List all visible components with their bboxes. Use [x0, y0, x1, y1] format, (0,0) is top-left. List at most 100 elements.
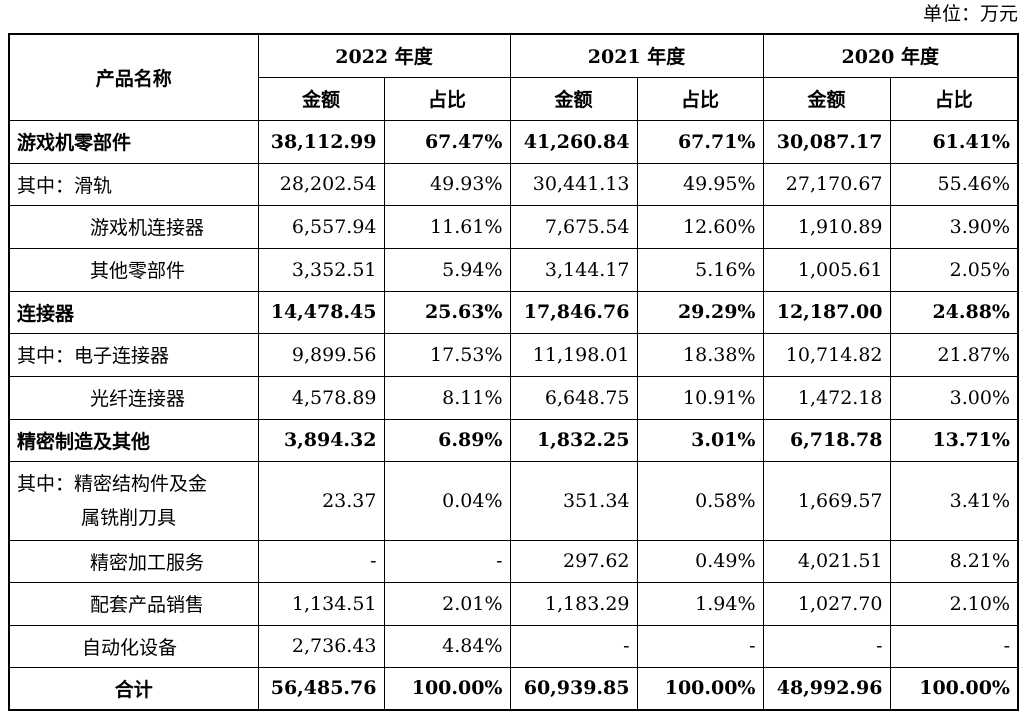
- cell-amount-2020: 1,910.89: [762, 204, 891, 249]
- cell-amount-2020: 1,027.70: [762, 581, 891, 626]
- cell-amount-2022: 4,578.89: [257, 375, 385, 420]
- cell-amount-2021: 41,260.84: [509, 119, 638, 164]
- header-product-name: 产品名称: [8, 33, 259, 121]
- cell-amount-2022: 3,352.51: [257, 247, 385, 292]
- cell-amount-2020: 30,087.17: [762, 119, 891, 164]
- table-row: 精密制造及其他 3,894.32 6.89% 1,832.25 3.01% 6,…: [8, 418, 1019, 462]
- row-label: 配套产品销售: [8, 581, 259, 626]
- cell-ratio-2020: 3.00%: [889, 375, 1019, 420]
- row-label: 精密制造及其他: [8, 418, 259, 462]
- cell-amount-2022: 6,557.94: [257, 204, 385, 249]
- cell-amount-2021: 297.62: [509, 539, 638, 583]
- cell-amount-2021: 60,939.85: [509, 666, 638, 711]
- cell-amount-2020: 6,718.78: [762, 418, 891, 462]
- cell-ratio-2022: 2.01%: [383, 581, 511, 626]
- header-ratio: 占比: [889, 76, 1019, 121]
- cell-ratio-2022: 0.04%: [383, 460, 511, 541]
- cell-amount-2020: 1,005.61: [762, 247, 891, 292]
- row-label-line2: 属铣削刀具: [81, 506, 177, 529]
- cell-ratio-2022: 11.61%: [383, 204, 511, 249]
- cell-ratio-2021: 10.91%: [636, 375, 764, 420]
- table-row: 游戏机零部件 38,112.99 67.47% 41,260.84 67.71%…: [8, 119, 1019, 164]
- cell-ratio-2021: 100.00%: [636, 666, 764, 711]
- total-label: 合计: [8, 666, 259, 711]
- table-row: 其中：精密结构件及金 属铣削刀具 23.37 0.04% 351.34 0.58…: [8, 460, 1019, 541]
- cell-amount-2020: 10,714.82: [762, 332, 891, 377]
- cell-ratio-2020: 13.71%: [889, 418, 1019, 462]
- cell-ratio-2022: 8.11%: [383, 375, 511, 420]
- cell-ratio-2020: 61.41%: [889, 119, 1019, 164]
- cell-ratio-2020: 100.00%: [889, 666, 1019, 711]
- table-row: 配套产品销售 1,134.51 2.01% 1,183.29 1.94% 1,0…: [8, 581, 1019, 626]
- cell-amount-2022: 9,899.56: [257, 332, 385, 377]
- cell-amount-2022: 1,134.51: [257, 581, 385, 626]
- cell-amount-2021: -: [509, 624, 638, 668]
- cell-amount-2022: 14,478.45: [257, 290, 385, 334]
- cell-amount-2022: 38,112.99: [257, 119, 385, 164]
- cell-amount-2021: 1,183.29: [509, 581, 638, 626]
- cell-amount-2020: 12,187.00: [762, 290, 891, 334]
- row-label: 其中：精密结构件及金 属铣削刀具: [8, 460, 259, 541]
- table-row: 其他零部件 3,352.51 5.94% 3,144.17 5.16% 1,00…: [8, 247, 1019, 292]
- cell-ratio-2020: 21.87%: [889, 332, 1019, 377]
- cell-amount-2021: 17,846.76: [509, 290, 638, 334]
- cell-ratio-2022: -: [383, 539, 511, 583]
- row-label: 光纤连接器: [8, 375, 259, 420]
- header-year-2021: 2021 年度: [509, 33, 764, 78]
- cell-amount-2022: 3,894.32: [257, 418, 385, 462]
- cell-ratio-2020: 2.05%: [889, 247, 1019, 292]
- cell-amount-2021: 351.34: [509, 460, 638, 541]
- header-row-years: 产品名称 2022 年度 2021 年度 2020 年度: [8, 33, 1019, 121]
- cell-ratio-2021: 3.01%: [636, 418, 764, 462]
- cell-ratio-2022: 17.53%: [383, 332, 511, 377]
- cell-ratio-2022: 67.47%: [383, 119, 511, 164]
- row-label: 其中：滑轨: [8, 162, 259, 206]
- header-amount: 金额: [509, 76, 638, 121]
- header-row-columns: 金额 占比 金额 占比 金额 占比: [9, 76, 1019, 121]
- table-row: 其中：滑轨 28,202.54 49.93% 30,441.13 49.95% …: [8, 162, 1019, 206]
- row-label: 游戏机零部件: [8, 119, 259, 164]
- cell-ratio-2021: 0.49%: [636, 539, 764, 583]
- cell-amount-2022: 23.37: [257, 460, 385, 541]
- cell-ratio-2022: 49.93%: [383, 162, 511, 206]
- row-label-line1: 其中：精密结构件及金: [17, 472, 208, 495]
- table-row: 游戏机连接器 6,557.94 11.61% 7,675.54 12.60% 1…: [8, 204, 1019, 249]
- cell-ratio-2020: 3.90%: [889, 204, 1019, 249]
- cell-amount-2021: 30,441.13: [509, 162, 638, 206]
- header-amount: 金额: [762, 76, 891, 121]
- cell-amount-2020: 1,472.18: [762, 375, 891, 420]
- cell-ratio-2021: 12.60%: [636, 204, 764, 249]
- cell-ratio-2022: 25.63%: [383, 290, 511, 334]
- cell-ratio-2020: 55.46%: [889, 162, 1019, 206]
- cell-ratio-2020: 8.21%: [889, 539, 1019, 583]
- cell-amount-2020: 48,992.96: [762, 666, 891, 711]
- product-revenue-table: 产品名称 2022 年度 2021 年度 2020 年度 金额 占比 金额 占比…: [8, 33, 1019, 711]
- unit-label: 单位：万元: [922, 3, 1018, 25]
- cell-ratio-2022: 5.94%: [383, 247, 511, 292]
- total-row: 合计 56,485.76 100.00% 60,939.85 100.00% 4…: [8, 666, 1019, 711]
- cell-ratio-2021: 29.29%: [636, 290, 764, 334]
- cell-ratio-2021: 49.95%: [636, 162, 764, 206]
- row-label: 游戏机连接器: [8, 204, 259, 249]
- table-row: 光纤连接器 4,578.89 8.11% 6,648.75 10.91% 1,4…: [8, 375, 1019, 420]
- header-ratio: 占比: [383, 76, 511, 121]
- cell-amount-2021: 1,832.25: [509, 418, 638, 462]
- cell-ratio-2020: 2.10%: [889, 581, 1019, 626]
- row-label: 连接器: [8, 290, 259, 334]
- cell-ratio-2020: -: [889, 624, 1019, 668]
- header-year-2020: 2020 年度: [762, 33, 1019, 78]
- header-ratio: 占比: [636, 76, 764, 121]
- cell-ratio-2020: 3.41%: [889, 460, 1019, 541]
- cell-amount-2020: 4,021.51: [762, 539, 891, 583]
- cell-amount-2022: -: [257, 539, 385, 583]
- cell-amount-2022: 56,485.76: [257, 666, 385, 711]
- table-row: 精密加工服务 - - 297.62 0.49% 4,021.51 8.21%: [8, 539, 1019, 583]
- cell-ratio-2021: 5.16%: [636, 247, 764, 292]
- cell-ratio-2021: 67.71%: [636, 119, 764, 164]
- cell-ratio-2020: 24.88%: [889, 290, 1019, 334]
- cell-amount-2020: -: [762, 624, 891, 668]
- cell-amount-2020: 27,170.67: [762, 162, 891, 206]
- cell-ratio-2021: 0.58%: [636, 460, 764, 541]
- cell-ratio-2021: 18.38%: [636, 332, 764, 377]
- cell-amount-2021: 3,144.17: [509, 247, 638, 292]
